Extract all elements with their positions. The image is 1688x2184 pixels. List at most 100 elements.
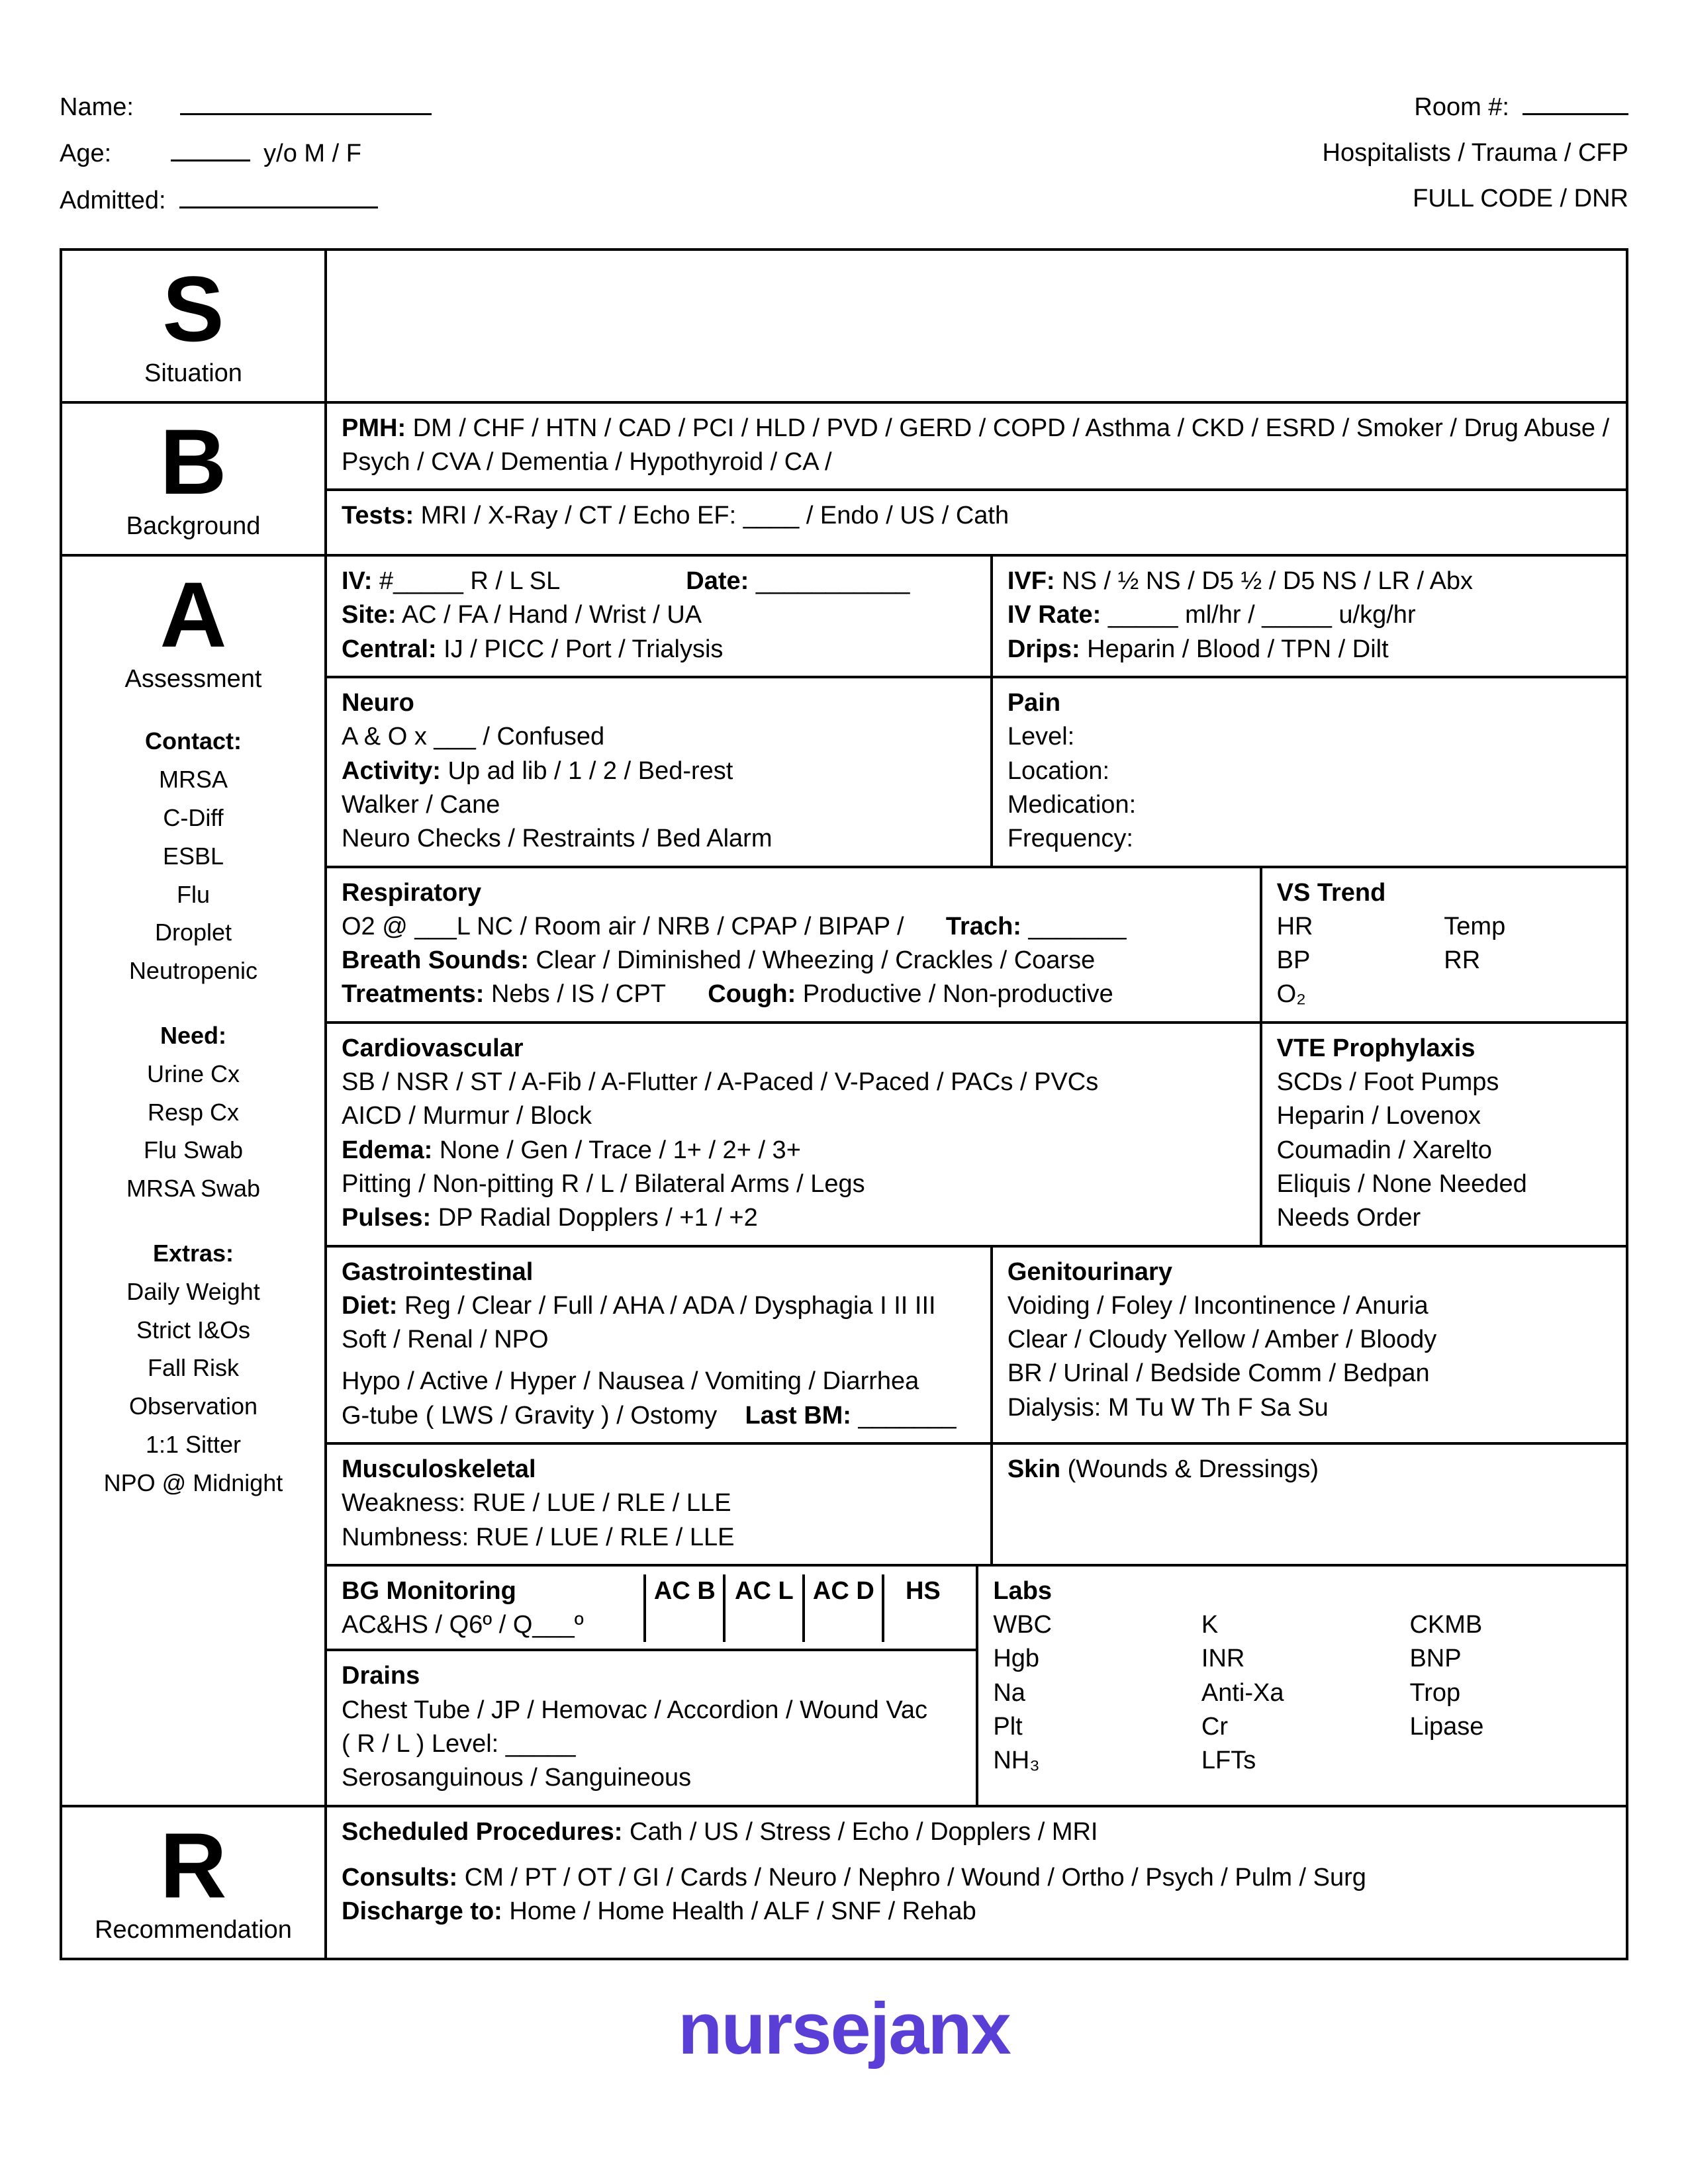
name-blank[interactable] [180, 93, 432, 115]
drains-l1: Chest Tube / JP / Hemovac / Accordion / … [342, 1694, 961, 1727]
ivf-label: IVF: [1008, 567, 1055, 595]
site-label: Site: [342, 601, 396, 629]
diet-text: Reg / Clear / Full / AHA / ADA / Dysphag… [397, 1292, 935, 1320]
header: Name: Age: y/o M / F Admitted: Room #: H… [60, 93, 1628, 215]
tx-text: Nebs / IS / CPT [484, 980, 666, 1008]
contact-2: ESBL [129, 838, 258, 875]
label-a: A Assessment Contact: MRSA C-Diff ESBL F… [62, 557, 327, 1805]
neuro-act: Up ad lib / 1 / 2 / Bed-rest [441, 757, 733, 785]
sbar-table: S Situation B Background PMH: DM / CHF /… [60, 248, 1628, 1960]
bs-label: Breath Sounds: [342, 946, 529, 974]
room-blank[interactable] [1523, 93, 1628, 115]
need-label: Need: [126, 1017, 260, 1054]
admitted-row: Admitted: [60, 185, 432, 214]
vte-cell: VTE Prophylaxis SCDs / Foot Pumps Hepari… [1260, 1024, 1626, 1245]
age-label: Age: [60, 140, 111, 168]
lab-c2-3: Cr [1201, 1710, 1403, 1744]
vte-l3: Coumadin / Xarelto [1277, 1134, 1611, 1167]
ms-row: Musculoskeletal Weakness: RUE / LUE / RL… [327, 1442, 1626, 1564]
room-label: Room #: [1414, 93, 1509, 122]
extras-4: 1:1 Sitter [104, 1426, 283, 1463]
neuro-row: Neuro A & O x ___ / Confused Activity: U… [327, 676, 1626, 865]
edema-text: None / Gen / Trace / 1+ / 2+ / 3+ [432, 1136, 801, 1164]
vte-l4: Eliquis / None Needed [1277, 1167, 1611, 1201]
need-1: Resp Cx [126, 1094, 260, 1131]
tests-text: MRI / X-Ray / CT / Echo EF: ____ / Endo … [414, 502, 1009, 529]
vte-l1: SCDs / Foot Pumps [1277, 1066, 1611, 1099]
vs-title: VS Trend [1277, 879, 1386, 907]
contact-label: Contact: [129, 723, 258, 760]
bg-h4: HS [882, 1574, 961, 1643]
lab-c1-3: Plt [993, 1710, 1195, 1744]
iv-label: IV: [342, 567, 372, 595]
tests-label: Tests: [342, 502, 414, 529]
age-blank[interactable] [171, 139, 250, 161]
drains-cell: Drains Chest Tube / JP / Hemovac / Accor… [327, 1649, 976, 1804]
header-right: Room #: Hospitalists / Trauma / CFP FULL… [1323, 93, 1628, 215]
gu-l3: BR / Urinal / Bedside Comm / Bedpan [1008, 1357, 1611, 1390]
lab-c1-4: NH₃ [993, 1744, 1195, 1778]
edema-label: Edema: [342, 1136, 432, 1164]
trach-label: Trach: [946, 913, 1021, 940]
gu-l1: Voiding / Foley / Incontinence / Anuria [1008, 1289, 1611, 1323]
neuro-l1: A & O x ___ / Confused [342, 720, 976, 754]
body-r: Scheduled Procedures: Cath / US / Stress… [327, 1807, 1626, 1958]
row-assessment: A Assessment Contact: MRSA C-Diff ESBL F… [62, 554, 1626, 1805]
age-row: Age: y/o M / F [60, 139, 432, 168]
skin-sub: (Wounds & Dressings) [1060, 1455, 1319, 1483]
central-label: Central: [342, 635, 437, 663]
need-3: MRSA Swab [126, 1170, 260, 1207]
extras-label: Extras: [104, 1235, 283, 1272]
vs-temp: Temp [1444, 910, 1611, 944]
body-s[interactable] [327, 251, 1626, 401]
contact-1: C-Diff [129, 799, 258, 837]
lab-c3-3: Lipase [1409, 1710, 1611, 1744]
vs-cell: VS Trend HRTemp BPRR O₂ [1260, 868, 1626, 1021]
labs-title: Labs [993, 1577, 1052, 1605]
cardio-l1: SB / NSR / ST / A-Fib / A-Flutter / A-Pa… [342, 1066, 1245, 1099]
vs-bp: BP [1277, 944, 1444, 978]
labs-cell: Labs WBCKCKMB HgbINRBNP NaAnti-XaTrop Pl… [976, 1567, 1626, 1805]
lab-c2-0: K [1201, 1608, 1403, 1642]
gu-l2: Clear / Cloudy Yellow / Amber / Bloody [1008, 1323, 1611, 1357]
iv-text: #_____ R / L SL [372, 567, 560, 595]
bg-drains-col: BG Monitoring AC&HS / Q6º / Q___º AC B A… [327, 1567, 976, 1805]
neuro-l4: Neuro Checks / Restraints / Bed Alarm [342, 822, 976, 856]
body-b: PMH: DM / CHF / HTN / CAD / PCI / HLD / … [327, 404, 1626, 554]
footer-logo: nursejanx [60, 1987, 1628, 2071]
pmh-label: PMH: [342, 414, 406, 442]
iv-cell: IV: #_____ R / L SLDate: ___________ Sit… [327, 557, 990, 676]
admitted-blank[interactable] [179, 185, 378, 208]
central-text: IJ / PICC / Port / Trialysis [437, 635, 724, 663]
contact-4: Droplet [129, 914, 258, 951]
extras-3: Observation [104, 1388, 283, 1425]
letter-b: B [160, 416, 226, 508]
need-0: Urine Cx [126, 1056, 260, 1093]
contact-3: Flu [129, 876, 258, 913]
bg-title: BG Monitoring [342, 1577, 516, 1605]
lab-c2-1: INR [1201, 1642, 1403, 1676]
pulses-text: DP Radial Dopplers / +1 / +2 [431, 1204, 758, 1232]
contact-0: MRSA [129, 761, 258, 798]
word-a: Assessment [125, 662, 262, 696]
resp-l1: O2 @ ___L NC / Room air / NRB / CPAP / B… [342, 913, 904, 940]
lab-c3-0: CKMB [1409, 1608, 1611, 1642]
tests-cell: Tests: MRI / X-Ray / CT / Echo EF: ____ … [327, 491, 1626, 542]
consults-label: Consults: [342, 1864, 457, 1891]
lastbm-blank: _______ [851, 1402, 957, 1430]
neuro-l3: Walker / Cane [342, 788, 976, 822]
resp-cell: Respiratory O2 @ ___L NC / Room air / NR… [327, 868, 1260, 1021]
pain-level: Level: [1008, 720, 1611, 754]
label-b: B Background [62, 404, 327, 554]
lab-c1-0: WBC [993, 1608, 1195, 1642]
vte-l2: Heparin / Lovenox [1277, 1099, 1611, 1133]
hospitalists: Hospitalists / Trauma / CFP [1323, 139, 1628, 167]
site-text: AC / FA / Hand / Wrist / UA [396, 601, 702, 629]
ivf-text: NS / ½ NS / D5 ½ / D5 NS / LR / Abx [1055, 567, 1473, 595]
lab-c3-1: BNP [1409, 1642, 1611, 1676]
letter-r: R [160, 1819, 226, 1912]
row-background: B Background PMH: DM / CHF / HTN / CAD /… [62, 401, 1626, 554]
contact-list: Contact: MRSA C-Diff ESBL Flu Droplet Ne… [129, 723, 258, 991]
name-label: Name: [60, 93, 134, 122]
bg-l1: AC&HS / Q6º / Q___º [342, 1608, 637, 1642]
